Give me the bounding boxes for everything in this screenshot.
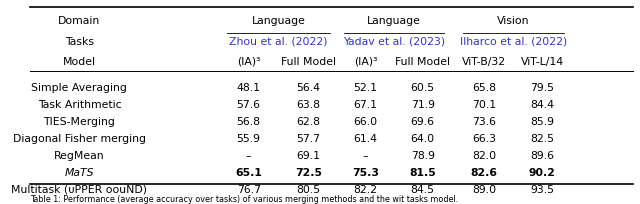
Text: Yadav et al. (2023): Yadav et al. (2023) xyxy=(343,36,445,46)
Text: 82.5: 82.5 xyxy=(530,133,554,143)
Text: 72.5: 72.5 xyxy=(295,167,322,177)
Text: 52.1: 52.1 xyxy=(353,83,378,93)
Text: 57.7: 57.7 xyxy=(296,133,320,143)
Text: 93.5: 93.5 xyxy=(530,184,554,194)
Text: 84.4: 84.4 xyxy=(530,100,554,110)
Text: 56.4: 56.4 xyxy=(296,83,320,93)
Text: 61.4: 61.4 xyxy=(353,133,378,143)
Text: Model: Model xyxy=(63,57,96,67)
Text: 66.3: 66.3 xyxy=(472,133,496,143)
Text: Full Model: Full Model xyxy=(396,57,450,67)
Text: 79.5: 79.5 xyxy=(530,83,554,93)
Text: Simple Averaging: Simple Averaging xyxy=(31,83,127,93)
Text: 66.0: 66.0 xyxy=(353,116,378,126)
Text: 81.5: 81.5 xyxy=(410,167,436,177)
Text: 75.3: 75.3 xyxy=(352,167,379,177)
Text: Table 1: Performance (average accuracy over tasks) of various merging methods an: Table 1: Performance (average accuracy o… xyxy=(30,194,458,203)
Text: ViT-L/14: ViT-L/14 xyxy=(520,57,564,67)
Text: Tasks: Tasks xyxy=(65,36,94,46)
Text: 69.1: 69.1 xyxy=(296,150,320,160)
Text: Language: Language xyxy=(252,16,305,26)
Text: Diagonal Fisher merging: Diagonal Fisher merging xyxy=(13,133,146,143)
Text: 60.5: 60.5 xyxy=(411,83,435,93)
Text: 63.8: 63.8 xyxy=(296,100,320,110)
Text: 90.2: 90.2 xyxy=(529,167,556,177)
Text: 55.9: 55.9 xyxy=(237,133,260,143)
Text: 65.8: 65.8 xyxy=(472,83,496,93)
Text: Full Model: Full Model xyxy=(281,57,336,67)
Text: 89.0: 89.0 xyxy=(472,184,497,194)
Text: 48.1: 48.1 xyxy=(237,83,260,93)
Text: 73.6: 73.6 xyxy=(472,116,496,126)
Text: (IA)³: (IA)³ xyxy=(237,57,260,67)
Text: ViT-B/32: ViT-B/32 xyxy=(462,57,506,67)
Text: 76.7: 76.7 xyxy=(237,184,260,194)
Text: –: – xyxy=(246,150,252,160)
Text: –: – xyxy=(363,150,368,160)
Text: 89.6: 89.6 xyxy=(530,150,554,160)
Text: 80.5: 80.5 xyxy=(296,184,321,194)
Text: 78.9: 78.9 xyxy=(411,150,435,160)
Text: 85.9: 85.9 xyxy=(530,116,554,126)
Text: MaTS: MaTS xyxy=(65,167,94,177)
Text: 64.0: 64.0 xyxy=(411,133,435,143)
Text: 67.1: 67.1 xyxy=(353,100,378,110)
Text: 82.6: 82.6 xyxy=(471,167,498,177)
Text: Vision: Vision xyxy=(497,16,529,26)
Text: Zhou et al. (2022): Zhou et al. (2022) xyxy=(229,36,328,46)
Text: TIES-Merging: TIES-Merging xyxy=(44,116,115,126)
Text: 56.8: 56.8 xyxy=(237,116,260,126)
Text: 71.9: 71.9 xyxy=(411,100,435,110)
Text: (IA)³: (IA)³ xyxy=(354,57,377,67)
Text: Ilharco et al. (2022): Ilharco et al. (2022) xyxy=(460,36,567,46)
Text: 82.2: 82.2 xyxy=(353,184,378,194)
Text: 62.8: 62.8 xyxy=(296,116,320,126)
Text: 65.1: 65.1 xyxy=(235,167,262,177)
Text: 82.0: 82.0 xyxy=(472,150,497,160)
Text: Multitask (ᴜPPER ᴏouND): Multitask (ᴜPPER ᴏouND) xyxy=(12,184,147,194)
Text: Domain: Domain xyxy=(58,16,100,26)
Text: 84.5: 84.5 xyxy=(411,184,435,194)
Text: 70.1: 70.1 xyxy=(472,100,497,110)
Text: RegMean: RegMean xyxy=(54,150,105,160)
Text: 57.6: 57.6 xyxy=(237,100,260,110)
Text: 69.6: 69.6 xyxy=(411,116,435,126)
Text: Language: Language xyxy=(367,16,421,26)
Text: Task Arithmetic: Task Arithmetic xyxy=(38,100,121,110)
